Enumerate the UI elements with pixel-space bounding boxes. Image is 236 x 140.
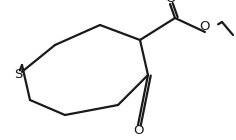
Text: O: O <box>133 124 143 137</box>
Text: O: O <box>200 19 210 32</box>
Text: O: O <box>165 0 175 4</box>
Text: S: S <box>14 68 22 81</box>
